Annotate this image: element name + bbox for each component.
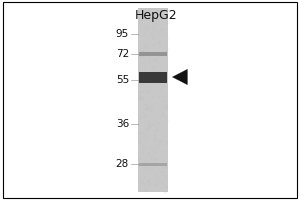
FancyBboxPatch shape [139,52,167,56]
FancyBboxPatch shape [138,8,168,192]
Polygon shape [172,69,187,85]
FancyBboxPatch shape [3,2,297,198]
Text: 72: 72 [116,49,129,59]
FancyBboxPatch shape [139,162,167,166]
Text: 55: 55 [116,75,129,85]
Text: HepG2: HepG2 [135,9,177,22]
Text: 95: 95 [116,29,129,39]
FancyBboxPatch shape [139,72,167,82]
Text: 28: 28 [116,159,129,169]
Text: 36: 36 [116,119,129,129]
